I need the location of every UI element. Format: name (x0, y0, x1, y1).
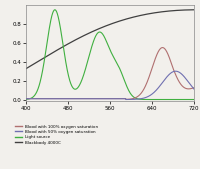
Legend: Blood with 100% oxygen saturation, Blood with 50% oxygen saturation, Light sourc: Blood with 100% oxygen saturation, Blood… (15, 125, 99, 145)
